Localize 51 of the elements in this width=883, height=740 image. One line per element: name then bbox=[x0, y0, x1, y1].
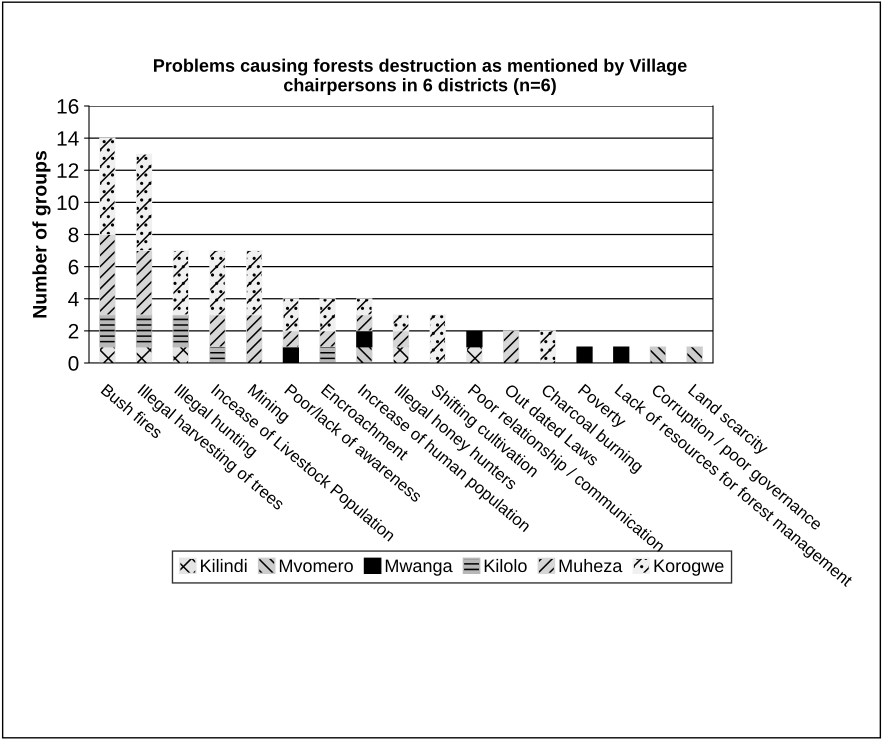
bar bbox=[209, 250, 226, 316]
legend-label: Kilindi bbox=[201, 558, 246, 572]
bar bbox=[136, 250, 152, 316]
bar bbox=[540, 330, 556, 363]
y-tick-label: 10 bbox=[58, 195, 78, 210]
bar bbox=[99, 314, 116, 348]
bar bbox=[466, 346, 483, 363]
bar bbox=[356, 330, 372, 348]
legend-label: Kilolo bbox=[484, 558, 527, 572]
y-tick-label: 8 bbox=[68, 228, 78, 242]
bar bbox=[172, 250, 189, 316]
bar bbox=[136, 154, 152, 251]
legend-label: Mvomero bbox=[280, 560, 353, 572]
bar bbox=[209, 314, 226, 348]
bar bbox=[430, 314, 446, 363]
bar bbox=[392, 346, 410, 363]
bar bbox=[282, 330, 300, 348]
bar bbox=[392, 330, 410, 348]
y-tick-label: 0 bbox=[68, 356, 78, 371]
bar bbox=[319, 330, 336, 348]
bar bbox=[319, 346, 336, 363]
legend-label: Muheza bbox=[560, 558, 622, 572]
bar bbox=[319, 298, 336, 332]
legend-label: Mwanga bbox=[386, 560, 453, 576]
bar bbox=[650, 346, 666, 363]
bar bbox=[502, 330, 520, 363]
bar bbox=[99, 234, 116, 316]
y-axis-title: Number of groups bbox=[32, 151, 51, 318]
bar bbox=[246, 314, 262, 363]
chart-title: Problems causing forests destruction as mentioned by Village chairpersons in 6 districts (n=6) bbox=[154, 58, 687, 95]
bar bbox=[99, 346, 116, 363]
bar bbox=[282, 298, 300, 332]
y-tick-label: 16 bbox=[58, 99, 78, 114]
bar bbox=[356, 314, 372, 332]
bar bbox=[99, 138, 116, 235]
legend-label: Korogwe bbox=[654, 560, 724, 576]
bar bbox=[392, 314, 410, 332]
y-tick-label: 2 bbox=[68, 324, 78, 338]
bar bbox=[246, 250, 262, 316]
bar bbox=[686, 346, 703, 363]
bar bbox=[356, 298, 372, 316]
bar bbox=[136, 314, 152, 348]
y-tick-label: 12 bbox=[58, 163, 78, 178]
bar bbox=[172, 314, 189, 348]
bar bbox=[356, 346, 372, 363]
bar bbox=[136, 346, 152, 363]
bar bbox=[172, 346, 189, 363]
y-tick-label: 6 bbox=[68, 260, 78, 274]
y-tick-label: 14 bbox=[58, 131, 79, 146]
y-tick-label: 4 bbox=[68, 292, 79, 306]
bar bbox=[209, 346, 226, 363]
